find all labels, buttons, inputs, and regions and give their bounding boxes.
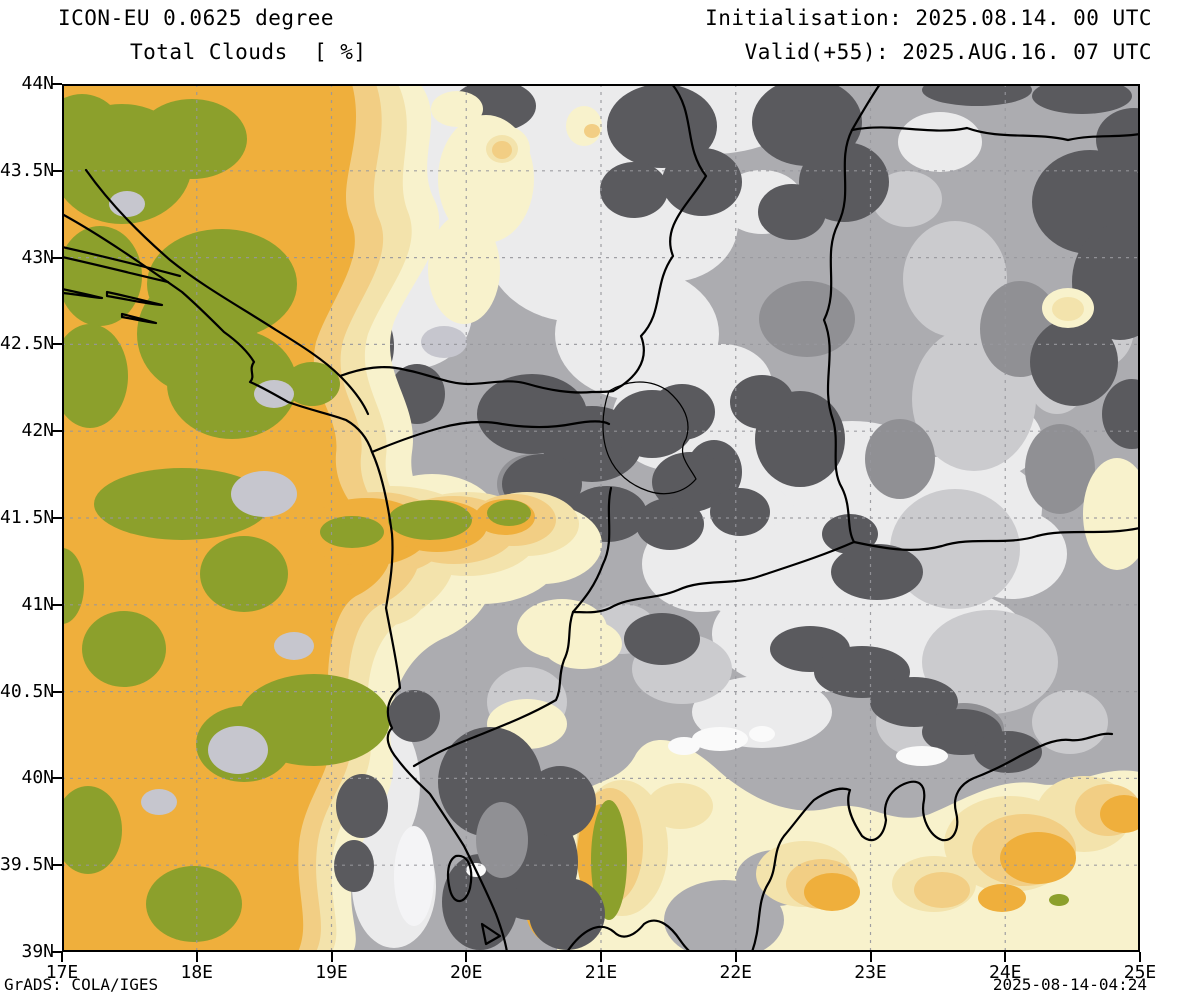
lon-tick-label: 19E xyxy=(315,962,348,983)
kosovo-border xyxy=(602,381,697,495)
lon-tick xyxy=(869,952,872,962)
lat-tick-label: 42.5N xyxy=(0,333,55,355)
lat-tick xyxy=(52,517,62,519)
lat-tick xyxy=(52,256,62,259)
lat-tick-label: 41.5N xyxy=(0,507,55,528)
lat-tick-label: 43.5N xyxy=(0,159,55,181)
lon-tick xyxy=(61,952,63,962)
lat-tick xyxy=(52,83,62,85)
chalkidiki-coastline xyxy=(750,732,1114,954)
lat-tick-label: 40N xyxy=(21,767,54,789)
lat-tick xyxy=(52,169,62,172)
lon-tick xyxy=(600,952,602,962)
graticule-gridlines xyxy=(62,84,1140,952)
lat-tick-label: 41N xyxy=(21,593,54,615)
serbia-bulgaria-border xyxy=(822,82,882,544)
lon-tick-label: 17E xyxy=(45,962,79,983)
map-frame xyxy=(37,67,1172,960)
title-init: Initialisation: 2025.08.14. 00 UTC xyxy=(705,6,1152,30)
peljesac-lines xyxy=(60,245,182,284)
islet-south xyxy=(480,922,502,946)
lat-tick xyxy=(52,603,62,606)
island-korcula xyxy=(105,290,164,307)
lon-tick xyxy=(734,952,737,962)
lat-tick xyxy=(52,343,62,346)
albania-macedonia-border xyxy=(412,486,613,768)
lat-tick-label: 44N xyxy=(21,73,54,94)
croatia-bosnia-border xyxy=(84,168,370,416)
title-product: Total Clouds [ %] xyxy=(130,40,367,64)
lon-tick xyxy=(465,952,468,962)
lat-tick xyxy=(52,951,62,953)
lat-tick xyxy=(52,864,62,867)
lon-tick-label: 22E xyxy=(719,962,752,983)
lon-tick xyxy=(1004,952,1007,962)
bulgaria-greece-border xyxy=(852,526,1142,551)
macedonia-greece-border xyxy=(571,540,856,614)
island-mljet xyxy=(120,312,158,325)
cloud-dark-south-interior xyxy=(476,802,528,878)
clear-sky-south-zone xyxy=(525,739,1148,960)
lon-tick-label: 18E xyxy=(180,962,213,983)
adriatic-coastline xyxy=(60,212,509,954)
lon-tick xyxy=(330,952,333,962)
clear-zone-gray-specks xyxy=(109,191,467,815)
lat-tick-label: 39.5N xyxy=(0,854,55,876)
bosnia-serbia-border xyxy=(338,366,615,394)
montenegro-albania-border xyxy=(370,420,611,454)
lat-tick-label: 42N xyxy=(21,420,54,442)
title-valid: Valid(+55): 2025.AUG.16. 07 UTC xyxy=(744,40,1152,64)
lat-tick-label: 40.5N xyxy=(0,680,55,702)
lon-tick xyxy=(1139,952,1141,962)
lon-tick-label: 20E xyxy=(449,962,483,983)
danube-border xyxy=(850,126,1142,142)
lon-tick xyxy=(195,952,198,962)
lat-tick-label: 43N xyxy=(21,246,54,268)
epirus-coastline xyxy=(565,919,692,954)
country-borders xyxy=(60,82,1142,954)
lon-tick-label: 24E xyxy=(988,962,1022,983)
map-border-frame xyxy=(62,84,1140,952)
island-lastovo xyxy=(60,287,104,300)
lat-tick xyxy=(52,777,62,780)
serbia-west-border xyxy=(611,82,708,393)
clear-sky-west-zone xyxy=(37,84,1151,952)
creation-timestamp: 2025-08-14-04:24 xyxy=(992,975,1147,994)
cloud-cover-map xyxy=(37,67,1172,960)
cloud-white-specks xyxy=(394,726,948,926)
island-corfu xyxy=(446,854,473,903)
lat-tick xyxy=(52,690,62,693)
lon-tick-label: 25E xyxy=(1123,962,1157,983)
lon-tick-label: 21E xyxy=(584,962,618,983)
cloud-dark-layer xyxy=(280,74,1172,773)
title-model: ICON-EU 0.0625 degree xyxy=(58,6,335,30)
lat-tick-label: 39N xyxy=(21,941,54,962)
lon-tick-label: 23E xyxy=(854,962,887,983)
grads-credit: GrADS: COLA/IGES xyxy=(4,975,159,994)
lat-tick xyxy=(52,430,62,433)
